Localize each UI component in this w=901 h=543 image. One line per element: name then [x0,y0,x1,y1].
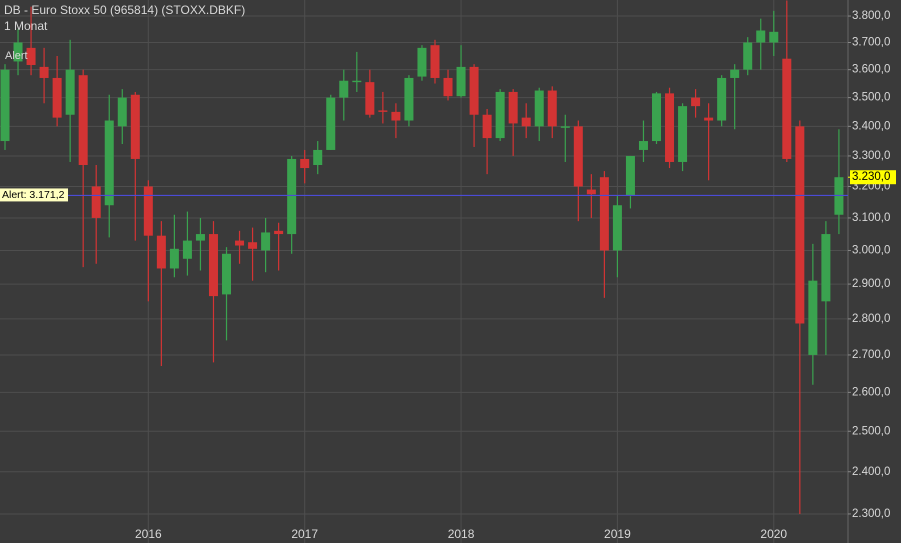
candle-body [756,30,766,43]
candle-body [638,141,648,150]
plot-area [0,0,848,543]
candle-body [573,126,583,187]
candle-body [182,240,192,259]
candle-body [156,235,166,269]
candle-body [274,230,284,235]
candle-body [300,158,310,169]
candle-body [612,205,622,251]
candle-body [547,90,557,127]
candle-body [169,248,179,269]
candle-body [482,114,492,139]
candle-body [326,97,336,150]
candle-body [352,80,362,83]
y-tick-label: 2.800,0 [852,313,890,325]
candle-body [534,90,544,127]
candle-body [39,66,49,78]
candle-body [26,47,36,65]
candle-body [599,177,609,251]
x-tick-label: 2020 [760,527,787,541]
candle-body [495,91,505,139]
y-tick-label: 2.700,0 [852,349,890,361]
alert-marker: Alert [5,50,28,62]
grid [0,0,848,543]
candle-body [104,120,114,206]
y-tick-label: 3.600,0 [852,64,890,76]
candle-body [430,45,440,78]
candle-body [469,66,479,115]
marks [0,0,844,514]
y-tick-label: 3.300,0 [852,150,890,162]
candle-body [404,77,414,121]
candle-body [339,80,349,98]
candle-body [365,82,375,115]
candle-body [248,242,258,249]
candle-body [443,77,453,97]
candle-body [586,189,596,195]
x-tick-label: 2017 [291,527,318,541]
candle-body [417,47,427,77]
candle-body [652,93,661,142]
x-tick-label: 2019 [604,527,631,541]
candle-body [508,91,518,124]
candle-body [730,69,740,78]
candle-body [65,69,75,115]
alert-label-box [0,188,68,202]
y-tick-label: 2.600,0 [852,386,890,398]
y-tick-label: 3.500,0 [852,92,890,104]
candle-body [743,42,753,70]
candle-body [560,126,570,128]
alert-label: Alert: 3.171,2 [2,189,65,201]
candle-body [521,117,531,127]
candle-body [195,234,205,241]
candle-body [717,77,727,121]
candle-body [665,93,675,162]
candle-body [130,94,140,159]
candle-body [704,117,714,121]
candle-body [313,149,323,166]
candle-body [678,106,688,162]
candle-body [795,126,805,324]
candle-body [456,66,466,97]
y-tick-label: 3.700,0 [852,37,890,49]
candle-body [391,111,401,121]
candle-body [261,232,271,251]
candle-body [769,31,779,43]
candle-body [287,158,297,235]
y-tick-label: 3.800,0 [852,10,890,22]
y-tick-label: 2.900,0 [852,278,890,290]
candle-body [0,69,10,142]
y-tick-label: 3.100,0 [852,212,890,224]
y-tick-label: 2.500,0 [852,425,890,437]
candle-body [782,58,792,159]
candle-body [52,77,62,118]
candle-body [143,186,153,236]
candle-body [808,280,818,355]
last-price-box [850,170,896,185]
candle-body [78,75,88,166]
candle-body [821,234,831,302]
y-tick-label: 2.400,0 [852,466,890,478]
y-tick-label: 3.400,0 [852,120,890,132]
candle-body [235,240,245,246]
candle-body [691,97,701,107]
candle-body [208,234,218,297]
x-tick-label: 2018 [448,527,475,541]
last-price-label: 3.230,0 [852,171,890,183]
candle-body [222,253,232,295]
x-tick-label: 2016 [135,527,162,541]
y-tick-label: 2.300,0 [852,508,890,520]
candle-body [91,186,101,218]
candle-body [117,97,127,127]
candle-body [625,155,635,196]
y-tick-label: 3.000,0 [852,244,890,256]
chart-subtitle: 1 Monat [4,19,48,33]
candle-body [13,42,23,62]
candle-body [378,110,388,112]
chart-title: DB - Euro Stoxx 50 (965814) (STOXX.DBKF) [4,3,245,17]
